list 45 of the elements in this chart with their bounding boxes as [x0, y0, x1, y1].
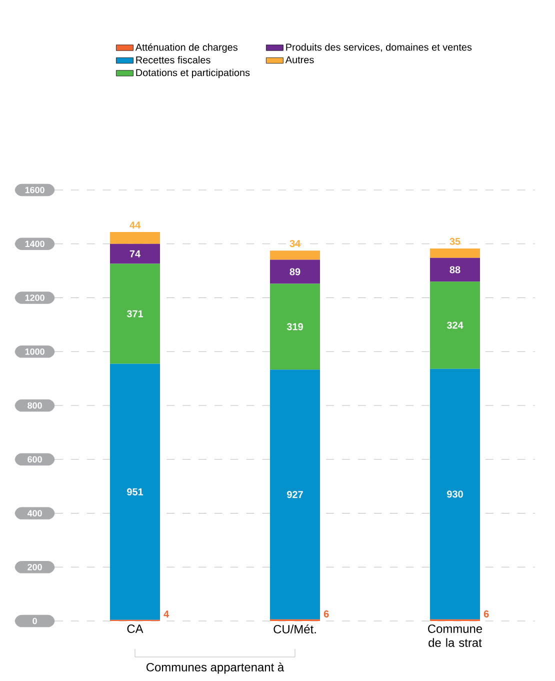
x-tick-label: CA	[127, 624, 144, 633]
y-tick-label: 200	[28, 564, 42, 570]
y-tick-label: 1200	[25, 294, 44, 301]
legend-label: Recettes fiscales	[136, 56, 210, 64]
bar	[270, 370, 320, 620]
x-tick-label: CU/Mét.	[274, 624, 316, 634]
data-label: 319	[286, 323, 303, 330]
bar	[430, 282, 480, 369]
y-tick-label: 1600	[25, 186, 44, 194]
legend-label: Atténuation de charges	[135, 43, 238, 53]
bar	[430, 258, 480, 282]
data-label: 951	[127, 488, 144, 496]
text: Communes appartenant à	[146, 662, 284, 674]
bar	[270, 250, 320, 260]
data-label: 88	[450, 266, 460, 274]
bar	[270, 284, 320, 370]
data-label: 89	[290, 268, 300, 276]
x-tick-label: Commune de la strat	[428, 624, 482, 647]
data-label: 371	[126, 310, 144, 318]
data-label: 44	[130, 222, 140, 228]
y-tick-label: 1000	[25, 348, 44, 355]
data-label: 927	[287, 491, 303, 498]
data-label: 930	[447, 490, 463, 498]
data-label: 6	[324, 610, 329, 618]
y-tick-label: 0	[32, 618, 37, 624]
legend-label: Autres	[285, 56, 314, 64]
data-label: 74	[130, 250, 140, 258]
bar	[430, 248, 480, 258]
data-label: 35	[450, 238, 460, 245]
y-tick-label: 800	[28, 402, 42, 409]
bar	[270, 260, 320, 284]
data-label: 324	[446, 322, 464, 329]
y-tick-label: 600	[28, 456, 42, 463]
data-label: 4	[164, 610, 170, 618]
bar	[110, 364, 160, 620]
y-tick-label: 400	[27, 510, 42, 516]
legend-label: Produits des services, domaines et ventes	[286, 43, 472, 52]
legend-label: Dotations et participations	[136, 68, 250, 78]
bar	[110, 232, 160, 244]
bar	[430, 368, 480, 620]
data-label: 6	[484, 610, 489, 618]
bar	[110, 244, 160, 264]
bar	[110, 264, 160, 364]
y-tick-label: 1400	[25, 240, 44, 248]
data-label: 34	[290, 240, 300, 248]
